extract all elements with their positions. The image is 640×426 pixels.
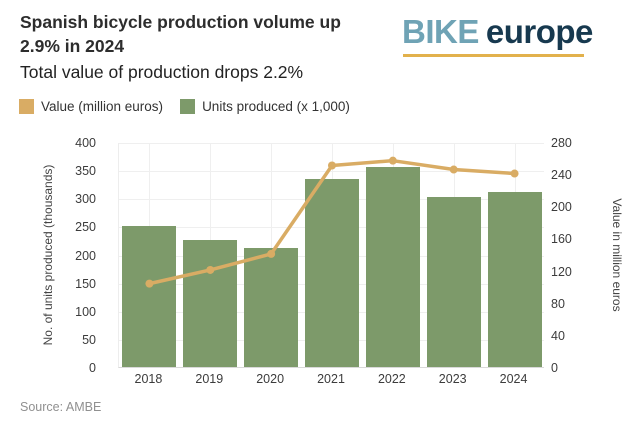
y-left-tick-350: 350 <box>75 164 96 179</box>
x-tick-2023: 2023 <box>438 372 467 386</box>
y-right-tick-200: 200 <box>551 200 572 215</box>
chart-title-line2: 2.9% in 2024 <box>20 36 125 57</box>
y-right-tick-280: 280 <box>551 136 572 150</box>
chart-subtitle: Total value of production drops 2.2% <box>20 62 304 83</box>
value-point-2020 <box>267 249 276 258</box>
bar-2020 <box>244 247 299 367</box>
chart-header: Spanish bicycle production volume up 2.9… <box>20 10 410 84</box>
legend-swatch-icon <box>180 99 196 114</box>
bar-2023 <box>426 196 481 367</box>
x-tick-2022: 2022 <box>377 372 406 386</box>
plot-area <box>118 143 544 368</box>
bar-2021 <box>305 178 359 367</box>
logo-text-europe: europe <box>485 13 594 50</box>
logo-text-bike: BIKE <box>402 13 479 50</box>
x-tick-2024: 2024 <box>499 372 528 386</box>
y-right-tick-160: 160 <box>551 232 572 247</box>
y-right-tick-120: 120 <box>551 264 572 279</box>
value-line <box>147 158 517 286</box>
x-tick-2019: 2019 <box>195 372 224 386</box>
legend-item-1: Units produced (x 1,000) <box>180 99 350 114</box>
y-left-tick-50: 50 <box>82 332 96 347</box>
y-axis-right: 0 40 80 120 160 200 240 280 <box>551 136 611 375</box>
bar-2019 <box>183 239 238 367</box>
bike-europe-logo: BIKE europe <box>402 13 594 57</box>
bar-2018 <box>122 226 177 367</box>
right-axis-title: Value in million euros <box>610 198 624 312</box>
x-tick-2020: 2020 <box>256 372 285 386</box>
y-right-tick-0: 0 <box>551 361 558 375</box>
value-point-2019 <box>206 265 215 274</box>
value-point-2022 <box>388 156 397 165</box>
chart-legend: Value (million euros) Units produced (x 1… <box>19 99 350 114</box>
legend-item-0: Value (million euros) <box>19 99 163 114</box>
y-left-tick-300: 300 <box>75 192 96 207</box>
legend-label: Units produced (x 1,000) <box>202 99 350 114</box>
value-point-2018 <box>145 279 154 288</box>
x-axis: 2018 2019 2020 2021 2022 2023 2024 <box>118 372 544 390</box>
y-left-tick-250: 250 <box>75 220 96 235</box>
h-gridline-350 <box>119 171 544 173</box>
x-tick-2018: 2018 <box>134 372 163 386</box>
y-left-tick-200: 200 <box>75 248 96 263</box>
y-left-tick-100: 100 <box>75 304 96 319</box>
y-right-tick-40: 40 <box>551 328 565 343</box>
value-point-2021 <box>328 161 336 170</box>
value-point-2023 <box>449 165 458 174</box>
y-right-tick-240: 240 <box>551 168 572 183</box>
chart-title-line1: Spanish bicycle production volume up <box>20 12 341 32</box>
bar-2022 <box>365 167 420 367</box>
y-axis-left: 0 50 100 150 200 250 300 350 400 <box>0 136 96 375</box>
legend-swatch-icon <box>19 99 34 114</box>
left-axis-title: No. of units produced (thousands) <box>41 164 55 346</box>
source-note: Source: AMBE <box>20 400 102 414</box>
bar-2024 <box>487 191 542 367</box>
x-tick-2021: 2021 <box>317 372 345 386</box>
y-right-tick-80: 80 <box>551 296 565 311</box>
h-gridline-400 <box>119 143 544 144</box>
y-left-tick-400: 400 <box>75 136 96 150</box>
y-left-tick-0: 0 <box>89 361 96 375</box>
y-left-tick-150: 150 <box>75 276 96 291</box>
legend-label: Value (million euros) <box>41 99 164 114</box>
value-point-2024 <box>510 169 519 178</box>
value-line-layer <box>145 156 519 288</box>
logo-underline <box>403 54 584 57</box>
